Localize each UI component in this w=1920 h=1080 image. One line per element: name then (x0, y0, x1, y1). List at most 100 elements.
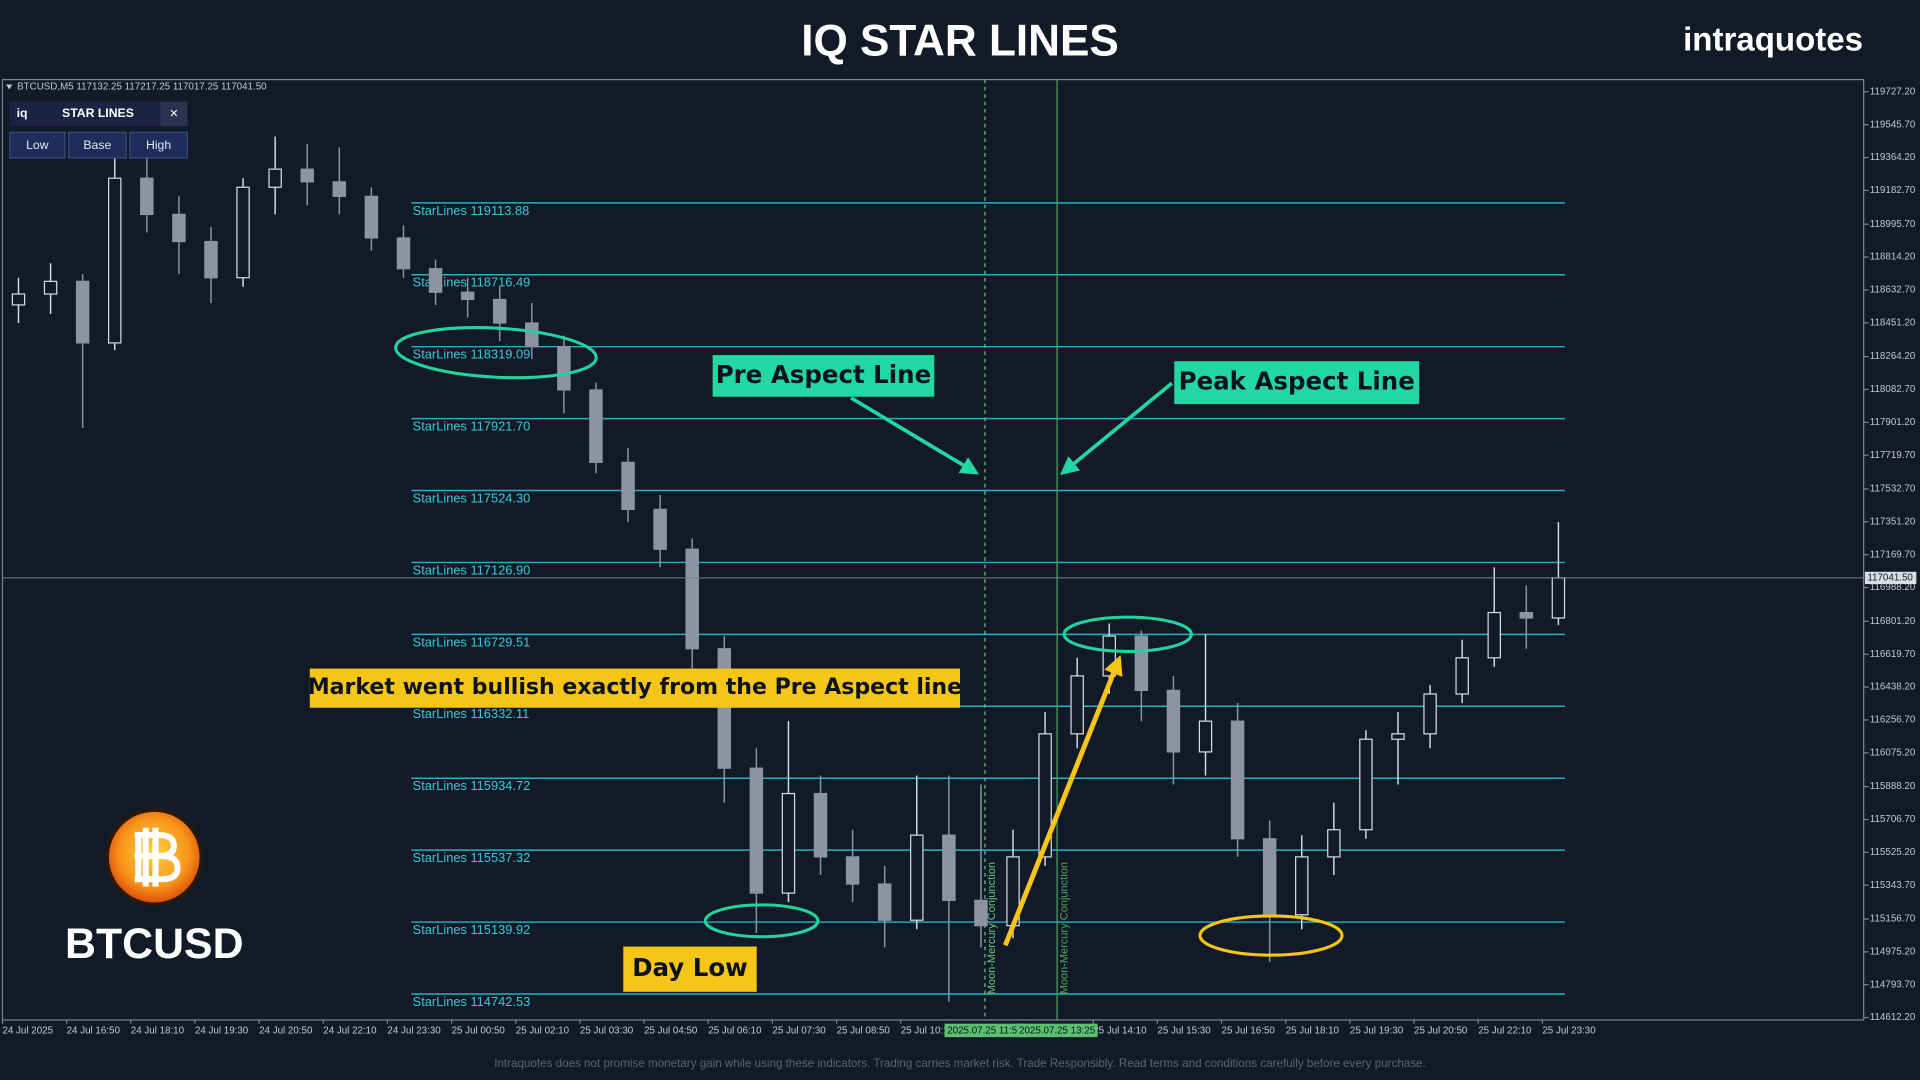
annotation-box (623, 946, 757, 992)
candle-body (75, 280, 90, 344)
candle-body (877, 883, 892, 921)
candle-body (685, 548, 699, 650)
y-tick-label: 119727.20 (1870, 86, 1916, 97)
x-tick-label: 25 Jul 18:10 (1286, 1026, 1340, 1037)
aspect-time-label: 2025.07.25 11:55 (947, 1026, 1023, 1037)
x-tick-label: 25 Jul 08:50 (837, 1026, 891, 1037)
panel-close-button[interactable] (160, 101, 188, 127)
annotation: Peak Aspect Line (1179, 367, 1415, 396)
candle-body (1359, 738, 1373, 831)
annotation: Market went bullish exactly from the Pre… (308, 675, 962, 700)
y-tick-label: 115888.20 (1870, 781, 1916, 792)
current-price-box (1864, 571, 1917, 585)
candle-body (1327, 829, 1341, 858)
plot-frame (1, 78, 1865, 1021)
candle-body (332, 181, 347, 197)
star-line-label: StarLines 117524.30 (413, 490, 531, 505)
candle-body (268, 168, 282, 188)
candle-body (717, 648, 732, 769)
y-tick-label: 115343.70 (1870, 880, 1916, 891)
star-line-label: StarLines 115934.72 (413, 778, 531, 793)
candle-body (1166, 689, 1181, 753)
coin-symbol (134, 827, 181, 887)
star-line-label: StarLines 117921.70 (413, 419, 531, 434)
x-tick-label: 25 Jul 04:50 (644, 1026, 698, 1037)
panel-name: STAR LINES (62, 106, 134, 120)
candle-body (107, 177, 122, 344)
annotation: Pre Aspect Line (716, 360, 931, 389)
y-tick-label: 118451.20 (1870, 317, 1916, 328)
y-tick-label: 119182.70 (1870, 185, 1916, 196)
candle-body (172, 213, 186, 243)
y-tick-label: 119364.20 (1870, 152, 1916, 163)
candle-body (1391, 733, 1405, 740)
candle-body (621, 461, 635, 511)
trend-arrow (1003, 655, 1123, 947)
candle-body (845, 856, 860, 885)
candle-body (1038, 733, 1052, 858)
candle-body (749, 767, 764, 894)
candle-body (364, 195, 379, 239)
candle-body (813, 792, 828, 858)
annotation-box (1174, 361, 1420, 405)
current-price-label: 117041.50 (1867, 572, 1913, 583)
star-line-label: StarLines 114742.53 (413, 994, 531, 1009)
button-base-label[interactable]: Base (83, 138, 111, 152)
aspect-line-name: Moon-Mercury Conjunction (1058, 862, 1070, 994)
x-tick-label: 25 Jul 00:50 (452, 1026, 506, 1037)
panel-close[interactable]: × (170, 106, 179, 122)
symbol-toggle[interactable] (6, 84, 13, 90)
button-high[interactable] (129, 131, 188, 159)
button-base[interactable] (67, 131, 127, 159)
candle-body (589, 389, 603, 463)
annotation-box (309, 668, 961, 708)
star-line-label: StarLines 117126.90 (413, 562, 531, 577)
highlight-ellipse (1198, 914, 1344, 957)
x-tick-label: 24 Jul 2025 (2, 1026, 53, 1037)
candle-body (460, 291, 475, 301)
candle-body (525, 322, 539, 348)
candle-body (653, 508, 667, 550)
candle-body (236, 186, 250, 279)
candle-body (974, 899, 988, 927)
candle-body (910, 834, 924, 921)
star-line-label: StarLines 116729.51 (413, 634, 531, 649)
button-high-label[interactable]: High (146, 138, 171, 152)
y-tick-label: 117351.20 (1870, 516, 1916, 527)
candle-body (1262, 838, 1277, 916)
x-tick-label: 24 Jul 18:10 (131, 1026, 185, 1037)
candle-body (1551, 577, 1566, 619)
symbol-info: BTCUSD,M5 117132.25 117217.25 117017.25 … (17, 82, 267, 93)
highlight-ellipse (394, 326, 598, 380)
candle-body (11, 293, 26, 306)
candle-body (1455, 657, 1469, 695)
x-tick-label: 25 Jul 07:30 (772, 1026, 826, 1037)
x-tick-label: 25 Jul 03:30 (580, 1026, 634, 1037)
star-line-label: StarLines 116332.11 (413, 706, 530, 721)
candle-body (1134, 635, 1149, 691)
button-low-label[interactable]: Low (26, 138, 49, 152)
x-tick-label: 25 Jul 16:50 (1222, 1026, 1276, 1037)
y-tick-label: 116438.20 (1870, 682, 1916, 693)
candle-body (1423, 693, 1437, 735)
x-tick-label: 25 Jul 23:30 (1542, 1026, 1596, 1037)
x-tick-label: 24 Jul 20:50 (259, 1026, 313, 1037)
panel-badge: iq (17, 106, 28, 120)
y-tick-label: 117719.70 (1870, 450, 1916, 461)
annotation: Day Low (632, 953, 748, 982)
candle-body (428, 268, 443, 293)
y-tick-label: 114975.20 (1870, 946, 1916, 957)
x-tick-label: 25 Jul 15:30 (1157, 1026, 1211, 1037)
y-tick-label: 116256.70 (1870, 715, 1916, 726)
y-tick-label: 118082.70 (1870, 384, 1916, 395)
pointer-arrow (850, 396, 980, 475)
button-low[interactable] (9, 131, 66, 159)
star-line-label: StarLines 115537.32 (413, 850, 531, 865)
star-line-label: StarLines 119113.88 (413, 203, 530, 218)
y-tick-label: 115525.20 (1870, 847, 1916, 858)
y-tick-label: 119545.70 (1870, 119, 1916, 130)
annotation-box (712, 355, 935, 397)
y-tick-label: 116988.20 (1870, 582, 1916, 593)
